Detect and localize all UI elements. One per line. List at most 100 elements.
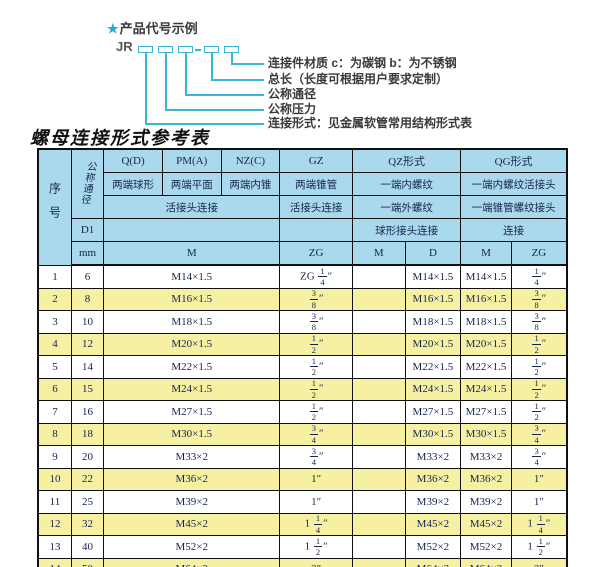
cell-qg-m: M33×2 <box>460 445 512 469</box>
table-row: 5 14 M22×1.5 1 2 ″ M22×1.5 M22×1.5 1 2 ″ <box>37 355 568 379</box>
header-qz-code: QZ形式 <box>352 148 462 173</box>
cell-qz-m <box>352 490 406 514</box>
cell-qz-m <box>352 377 406 401</box>
cell-qg-m: M24×1.5 <box>460 377 512 401</box>
cell-qg-m: M20×1.5 <box>460 332 512 356</box>
cell-dn: 25 <box>70 490 105 514</box>
header-nz-code: NZ(C) <box>220 148 281 173</box>
cell-qz-d: M30×1.5 <box>404 422 462 446</box>
cell-seq: 5 <box>37 355 72 379</box>
cell-seq: 12 <box>37 512 72 536</box>
cell-qg-m: M45×2 <box>460 512 512 536</box>
cell-qz-d: M39×2 <box>404 490 462 514</box>
leader-line <box>165 109 264 111</box>
header-qz-d: D <box>404 241 462 266</box>
header-empty-cell <box>103 218 281 242</box>
cell-qg-m: M18×1.5 <box>460 310 512 334</box>
table-row: 3 10 M18×1.5 3 8 ″ M18×1.5 M18×1.5 3 8 ″ <box>37 310 568 334</box>
header-qz-ends: 一端内螺纹 <box>352 172 462 196</box>
cell-seq: 9 <box>37 445 72 469</box>
label-nominal-pressure: 公称压力 <box>268 102 317 116</box>
code-dash <box>195 49 201 51</box>
cell-qz-d: M52×2 <box>404 535 462 559</box>
leader-line <box>211 53 213 80</box>
cell-qz-m <box>352 355 406 379</box>
cell-m-thread: M22×1.5 <box>103 355 281 379</box>
cell-m-thread: M20×1.5 <box>103 332 281 356</box>
cell-qz-d: M27×1.5 <box>404 400 462 424</box>
cell-dn: 40 <box>70 535 105 559</box>
cell-qz-m <box>352 310 406 334</box>
cell-qz-m <box>352 287 406 311</box>
header-qz-row4: 球形接头连接 <box>352 218 462 242</box>
cell-dn: 14 <box>70 355 105 379</box>
header-union-connection: 活接头连接 <box>103 195 281 219</box>
cell-qg-zg: 3 8 ″ <box>510 310 568 334</box>
cell-m-thread: M16×1.5 <box>103 287 281 311</box>
cell-dn: 16 <box>70 400 105 424</box>
cell-dn: 15 <box>70 377 105 401</box>
cell-seq: 8 <box>37 422 72 446</box>
cell-m-thread: M52×2 <box>103 535 281 559</box>
table-row: 8 18 M30×1.5 3 4 ″ M30×1.5 M30×1.5 3 4 ″ <box>37 422 568 446</box>
cell-qz-m <box>352 467 406 491</box>
cell-qg-zg: 1 2 ″ <box>510 332 568 356</box>
cell-qg-zg: 1″ <box>510 490 568 514</box>
cell-seq: 1 <box>37 264 72 289</box>
cell-qz-m <box>352 535 406 559</box>
cell-gz-zg: 2″ <box>279 557 354 567</box>
header-qz-row3: 一端外螺纹 <box>352 195 462 219</box>
cell-gz-zg: 1 2 ″ <box>279 355 354 379</box>
cell-qg-zg: 1 1 4 ″ <box>510 512 568 536</box>
cell-qz-d: M33×2 <box>404 445 462 469</box>
cell-qg-zg: 3 8 ″ <box>510 287 568 311</box>
cell-qg-zg: 1 2 ″ <box>510 377 568 401</box>
label-length: 总长（长度可根据用户要求定制） <box>268 72 449 86</box>
header-qg-code: QG形式 <box>460 148 568 173</box>
product-code-heading: ★产品代号示例 <box>107 18 198 37</box>
cell-dn: 12 <box>70 332 105 356</box>
nut-connection-table: 序号 公称通径 Q(D) PM(A) NZ(C) GZ QZ形式 QG形式 两端… <box>37 148 568 567</box>
cell-qz-m <box>352 264 406 289</box>
cell-dn: 32 <box>70 512 105 536</box>
table-row: 6 15 M24×1.5 1 2 ″ M24×1.5 M24×1.5 1 2 ″ <box>37 377 568 401</box>
cell-dn: 6 <box>70 264 105 289</box>
cell-gz-zg: 3 8 ″ <box>279 287 354 311</box>
code-box-3 <box>178 46 193 53</box>
product-code-prefix: JR <box>116 39 133 54</box>
cell-m-thread: M39×2 <box>103 490 281 514</box>
leader-line <box>145 53 147 124</box>
cell-qg-m: M30×1.5 <box>460 422 512 446</box>
table-row: 13 40 M52×2 1 1 2 ″ M52×2 M52×2 1 1 2 ″ <box>37 535 568 559</box>
cell-qz-m <box>352 445 406 469</box>
cell-gz-zg: ZG 1 4 ″ <box>279 264 354 289</box>
cell-seq: 4 <box>37 332 72 356</box>
leader-line <box>231 53 233 64</box>
cell-qg-zg: 1″ <box>510 467 568 491</box>
cell-dn: 20 <box>70 445 105 469</box>
header-m-unit: M <box>103 241 281 266</box>
cell-gz-zg: 1 1 2 ″ <box>279 535 354 559</box>
cell-qz-d: M20×1.5 <box>404 332 462 356</box>
leader-line <box>145 123 264 125</box>
table-row: 7 16 M27×1.5 1 2 ″ M27×1.5 M27×1.5 1 2 ″ <box>37 400 568 424</box>
cell-qg-m: M16×1.5 <box>460 287 512 311</box>
table-row: 11 25 M39×2 1″ M39×2 M39×2 1″ <box>37 490 568 514</box>
table-row: 10 22 M36×2 1″ M36×2 M36×2 1″ <box>37 467 568 491</box>
table-title: 螺母连接形式参考表 <box>30 128 210 148</box>
header-gz-code: GZ <box>279 148 354 173</box>
cell-qz-m <box>352 512 406 536</box>
cell-qg-zg: 3 4 ″ <box>510 445 568 469</box>
code-box-5 <box>224 46 239 53</box>
header-qg-ends: 一端内螺纹活接头 <box>460 172 568 196</box>
cell-gz-zg: 1″ <box>279 490 354 514</box>
leader-line <box>165 53 167 110</box>
cell-qz-m <box>352 332 406 356</box>
cell-qg-m: M22×1.5 <box>460 355 512 379</box>
cell-qz-d: M22×1.5 <box>404 355 462 379</box>
label-material: 连接件材质 c：为碳钢 b：为不锈钢 <box>268 56 457 70</box>
cell-gz-zg: 3 4 ″ <box>279 422 354 446</box>
cell-qg-zg: 1 2 ″ <box>510 400 568 424</box>
cell-gz-zg: 1 2 ″ <box>279 332 354 356</box>
cell-qg-m: M39×2 <box>460 490 512 514</box>
